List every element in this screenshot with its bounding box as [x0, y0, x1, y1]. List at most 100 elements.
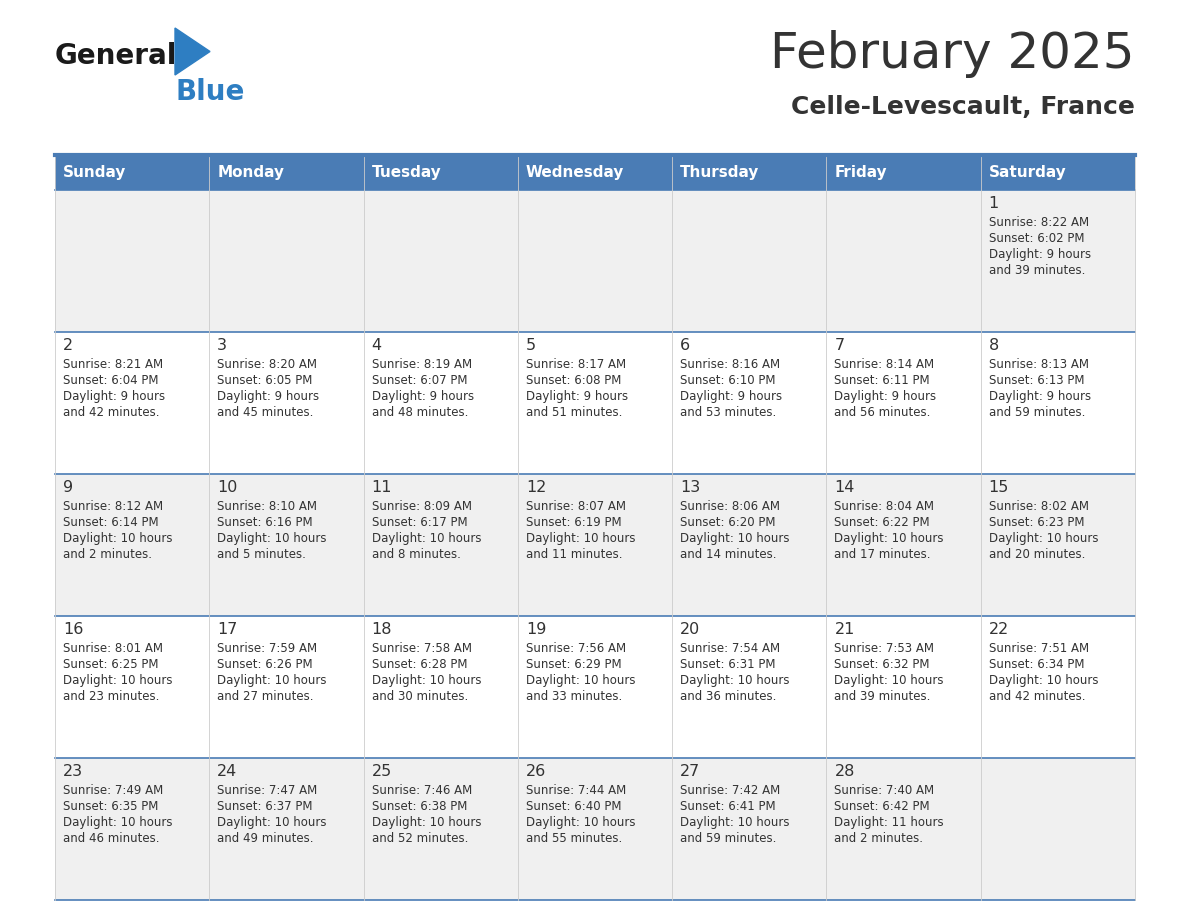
Text: and 56 minutes.: and 56 minutes.: [834, 406, 931, 419]
Text: Sunrise: 7:51 AM: Sunrise: 7:51 AM: [988, 642, 1089, 655]
Text: Sunrise: 8:01 AM: Sunrise: 8:01 AM: [63, 642, 163, 655]
Text: Sunrise: 7:42 AM: Sunrise: 7:42 AM: [681, 784, 781, 797]
Text: and 39 minutes.: and 39 minutes.: [834, 690, 931, 703]
Bar: [364, 190, 518, 332]
Text: Daylight: 10 hours: Daylight: 10 hours: [681, 674, 790, 687]
Text: 12: 12: [526, 480, 546, 495]
Text: 3: 3: [217, 338, 227, 353]
Text: Sunset: 6:42 PM: Sunset: 6:42 PM: [834, 800, 930, 813]
Bar: [209, 155, 364, 190]
Bar: [981, 758, 1135, 900]
Text: 4: 4: [372, 338, 381, 353]
Bar: [827, 616, 981, 758]
Text: 18: 18: [372, 622, 392, 637]
Bar: [981, 616, 1135, 758]
Text: and 27 minutes.: and 27 minutes.: [217, 690, 314, 703]
Text: Daylight: 10 hours: Daylight: 10 hours: [681, 816, 790, 829]
Text: Sunrise: 7:49 AM: Sunrise: 7:49 AM: [63, 784, 163, 797]
Text: Sunrise: 8:17 AM: Sunrise: 8:17 AM: [526, 358, 626, 371]
Bar: [55, 190, 209, 332]
Text: Sunset: 6:34 PM: Sunset: 6:34 PM: [988, 658, 1085, 671]
Text: Sunrise: 8:14 AM: Sunrise: 8:14 AM: [834, 358, 935, 371]
Bar: [518, 616, 672, 758]
Text: 1: 1: [988, 196, 999, 211]
Bar: [55, 758, 209, 900]
Text: Sunrise: 7:44 AM: Sunrise: 7:44 AM: [526, 784, 626, 797]
Text: Sunrise: 7:58 AM: Sunrise: 7:58 AM: [372, 642, 472, 655]
Text: Daylight: 10 hours: Daylight: 10 hours: [63, 674, 172, 687]
Text: Sunrise: 8:10 AM: Sunrise: 8:10 AM: [217, 500, 317, 513]
Text: and 45 minutes.: and 45 minutes.: [217, 406, 314, 419]
Text: 9: 9: [63, 480, 74, 495]
Text: Thursday: Thursday: [681, 165, 759, 180]
Bar: [981, 332, 1135, 474]
Bar: [672, 332, 827, 474]
Text: Monday: Monday: [217, 165, 284, 180]
Text: Sunset: 6:37 PM: Sunset: 6:37 PM: [217, 800, 312, 813]
Bar: [209, 758, 364, 900]
Text: Daylight: 10 hours: Daylight: 10 hours: [63, 816, 172, 829]
Text: and 42 minutes.: and 42 minutes.: [63, 406, 159, 419]
Text: Sunrise: 8:13 AM: Sunrise: 8:13 AM: [988, 358, 1088, 371]
Text: 10: 10: [217, 480, 238, 495]
Text: and 2 minutes.: and 2 minutes.: [63, 548, 152, 561]
Text: 13: 13: [681, 480, 701, 495]
Text: and 48 minutes.: and 48 minutes.: [372, 406, 468, 419]
Text: 2: 2: [63, 338, 74, 353]
Text: Daylight: 10 hours: Daylight: 10 hours: [526, 674, 636, 687]
Text: Sunrise: 7:56 AM: Sunrise: 7:56 AM: [526, 642, 626, 655]
Bar: [364, 758, 518, 900]
Polygon shape: [175, 28, 210, 75]
Bar: [672, 758, 827, 900]
Bar: [672, 155, 827, 190]
Text: 19: 19: [526, 622, 546, 637]
Text: Sunrise: 8:02 AM: Sunrise: 8:02 AM: [988, 500, 1088, 513]
Bar: [827, 190, 981, 332]
Text: Sunset: 6:29 PM: Sunset: 6:29 PM: [526, 658, 621, 671]
Text: Sunrise: 8:21 AM: Sunrise: 8:21 AM: [63, 358, 163, 371]
Text: Daylight: 10 hours: Daylight: 10 hours: [372, 532, 481, 545]
Text: 26: 26: [526, 764, 546, 779]
Bar: [209, 616, 364, 758]
Text: and 59 minutes.: and 59 minutes.: [988, 406, 1085, 419]
Text: Daylight: 9 hours: Daylight: 9 hours: [988, 248, 1091, 261]
Text: Sunset: 6:13 PM: Sunset: 6:13 PM: [988, 374, 1085, 387]
Text: Daylight: 9 hours: Daylight: 9 hours: [372, 390, 474, 403]
Text: and 8 minutes.: and 8 minutes.: [372, 548, 461, 561]
Text: Daylight: 10 hours: Daylight: 10 hours: [217, 674, 327, 687]
Text: Daylight: 10 hours: Daylight: 10 hours: [988, 674, 1098, 687]
Text: Sunrise: 8:19 AM: Sunrise: 8:19 AM: [372, 358, 472, 371]
Text: Sunrise: 8:12 AM: Sunrise: 8:12 AM: [63, 500, 163, 513]
Text: Sunrise: 7:47 AM: Sunrise: 7:47 AM: [217, 784, 317, 797]
Text: Daylight: 10 hours: Daylight: 10 hours: [217, 532, 327, 545]
Text: Tuesday: Tuesday: [372, 165, 441, 180]
Text: Daylight: 11 hours: Daylight: 11 hours: [834, 816, 944, 829]
Bar: [981, 190, 1135, 332]
Text: 17: 17: [217, 622, 238, 637]
Bar: [518, 332, 672, 474]
Text: Sunrise: 7:40 AM: Sunrise: 7:40 AM: [834, 784, 935, 797]
Text: Sunset: 6:08 PM: Sunset: 6:08 PM: [526, 374, 621, 387]
Bar: [55, 155, 209, 190]
Text: 5: 5: [526, 338, 536, 353]
Bar: [209, 190, 364, 332]
Bar: [518, 474, 672, 616]
Text: and 36 minutes.: and 36 minutes.: [681, 690, 777, 703]
Text: and 49 minutes.: and 49 minutes.: [217, 832, 314, 845]
Bar: [672, 474, 827, 616]
Text: Sunset: 6:19 PM: Sunset: 6:19 PM: [526, 516, 621, 529]
Text: February 2025: February 2025: [771, 30, 1135, 78]
Text: 24: 24: [217, 764, 238, 779]
Text: and 23 minutes.: and 23 minutes.: [63, 690, 159, 703]
Text: Sunrise: 7:59 AM: Sunrise: 7:59 AM: [217, 642, 317, 655]
Text: 23: 23: [63, 764, 83, 779]
Text: Sunset: 6:41 PM: Sunset: 6:41 PM: [681, 800, 776, 813]
Text: Sunset: 6:35 PM: Sunset: 6:35 PM: [63, 800, 158, 813]
Text: and 20 minutes.: and 20 minutes.: [988, 548, 1085, 561]
Text: and 2 minutes.: and 2 minutes.: [834, 832, 923, 845]
Text: Sunday: Sunday: [63, 165, 126, 180]
Text: Sunset: 6:05 PM: Sunset: 6:05 PM: [217, 374, 312, 387]
Bar: [55, 616, 209, 758]
Text: Sunset: 6:25 PM: Sunset: 6:25 PM: [63, 658, 158, 671]
Bar: [518, 758, 672, 900]
